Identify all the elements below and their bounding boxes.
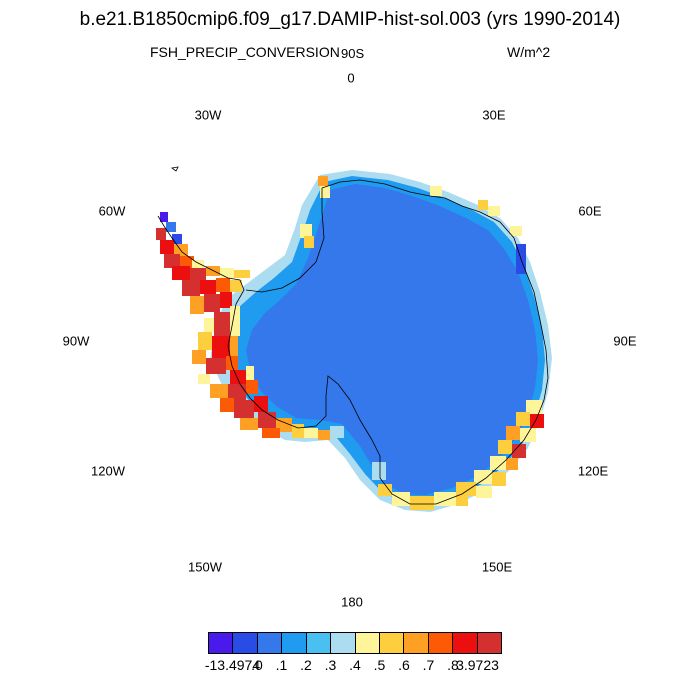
- lon-label-0: 0: [347, 70, 355, 86]
- colorbar-label: .6: [398, 657, 410, 673]
- pole-label: 90S: [341, 46, 365, 61]
- colorbar-cell: [355, 633, 380, 653]
- colorbar-cell: [453, 633, 478, 653]
- lon-label-90w: 90W: [62, 333, 90, 349]
- lon-label-180: 180: [341, 594, 363, 610]
- lon-label-120e: 120E: [577, 463, 609, 479]
- lon-label-30e: 30E: [482, 107, 506, 123]
- colorbar-cell: [477, 633, 502, 653]
- colorbar-label: -13.4974: [204, 657, 261, 673]
- colorbar-cell: [209, 633, 234, 653]
- variable-name: FSH_PRECIP_CONVERSION: [150, 44, 340, 60]
- west-coast-cells: [192, 306, 344, 440]
- units-label: W/m^2: [507, 44, 551, 60]
- colorbar-cell: [282, 633, 307, 653]
- lon-label-60e: 60E: [578, 203, 602, 219]
- colorbar-cell: [306, 633, 332, 653]
- island-outline: [171, 166, 179, 172]
- colorbar-cell: [331, 633, 356, 653]
- lon-label-60w: 60W: [98, 203, 126, 219]
- colorbar-label: .5: [373, 657, 386, 673]
- coastline: [157, 179, 549, 505]
- colorbar-label: 3.9723: [456, 657, 499, 673]
- colorbar-label: .7: [422, 657, 435, 673]
- colorbar-cell: [233, 633, 258, 653]
- colorbar-cell: [257, 633, 283, 653]
- colorbar-cell: [379, 633, 405, 653]
- east-coast-cells: [372, 400, 544, 510]
- colorbar-label: .0: [251, 657, 263, 673]
- lon-label-120w: 120W: [91, 463, 125, 479]
- colorbar-label: .4: [349, 657, 361, 673]
- colorbar-cell: [404, 633, 429, 653]
- colorbar-label: .2: [300, 657, 312, 673]
- lon-label-30w: 30W: [194, 107, 222, 123]
- plot-title: b.e21.B1850cmip6.f09_g17.DAMIP-hist-sol.…: [79, 9, 621, 30]
- colorbar-cell: [428, 633, 454, 653]
- ice-sheet-interior: [246, 184, 538, 495]
- colorbar: [208, 632, 502, 654]
- colorbar-label: .8: [447, 657, 459, 673]
- peninsula-cells: [156, 212, 250, 314]
- colorbar-label: .3: [324, 657, 337, 673]
- lon-label-90e: 90E: [613, 333, 637, 349]
- colorbar-label: .1: [275, 657, 288, 673]
- lon-label-150w: 150W: [188, 559, 222, 575]
- lon-label-150e: 150E: [481, 559, 513, 575]
